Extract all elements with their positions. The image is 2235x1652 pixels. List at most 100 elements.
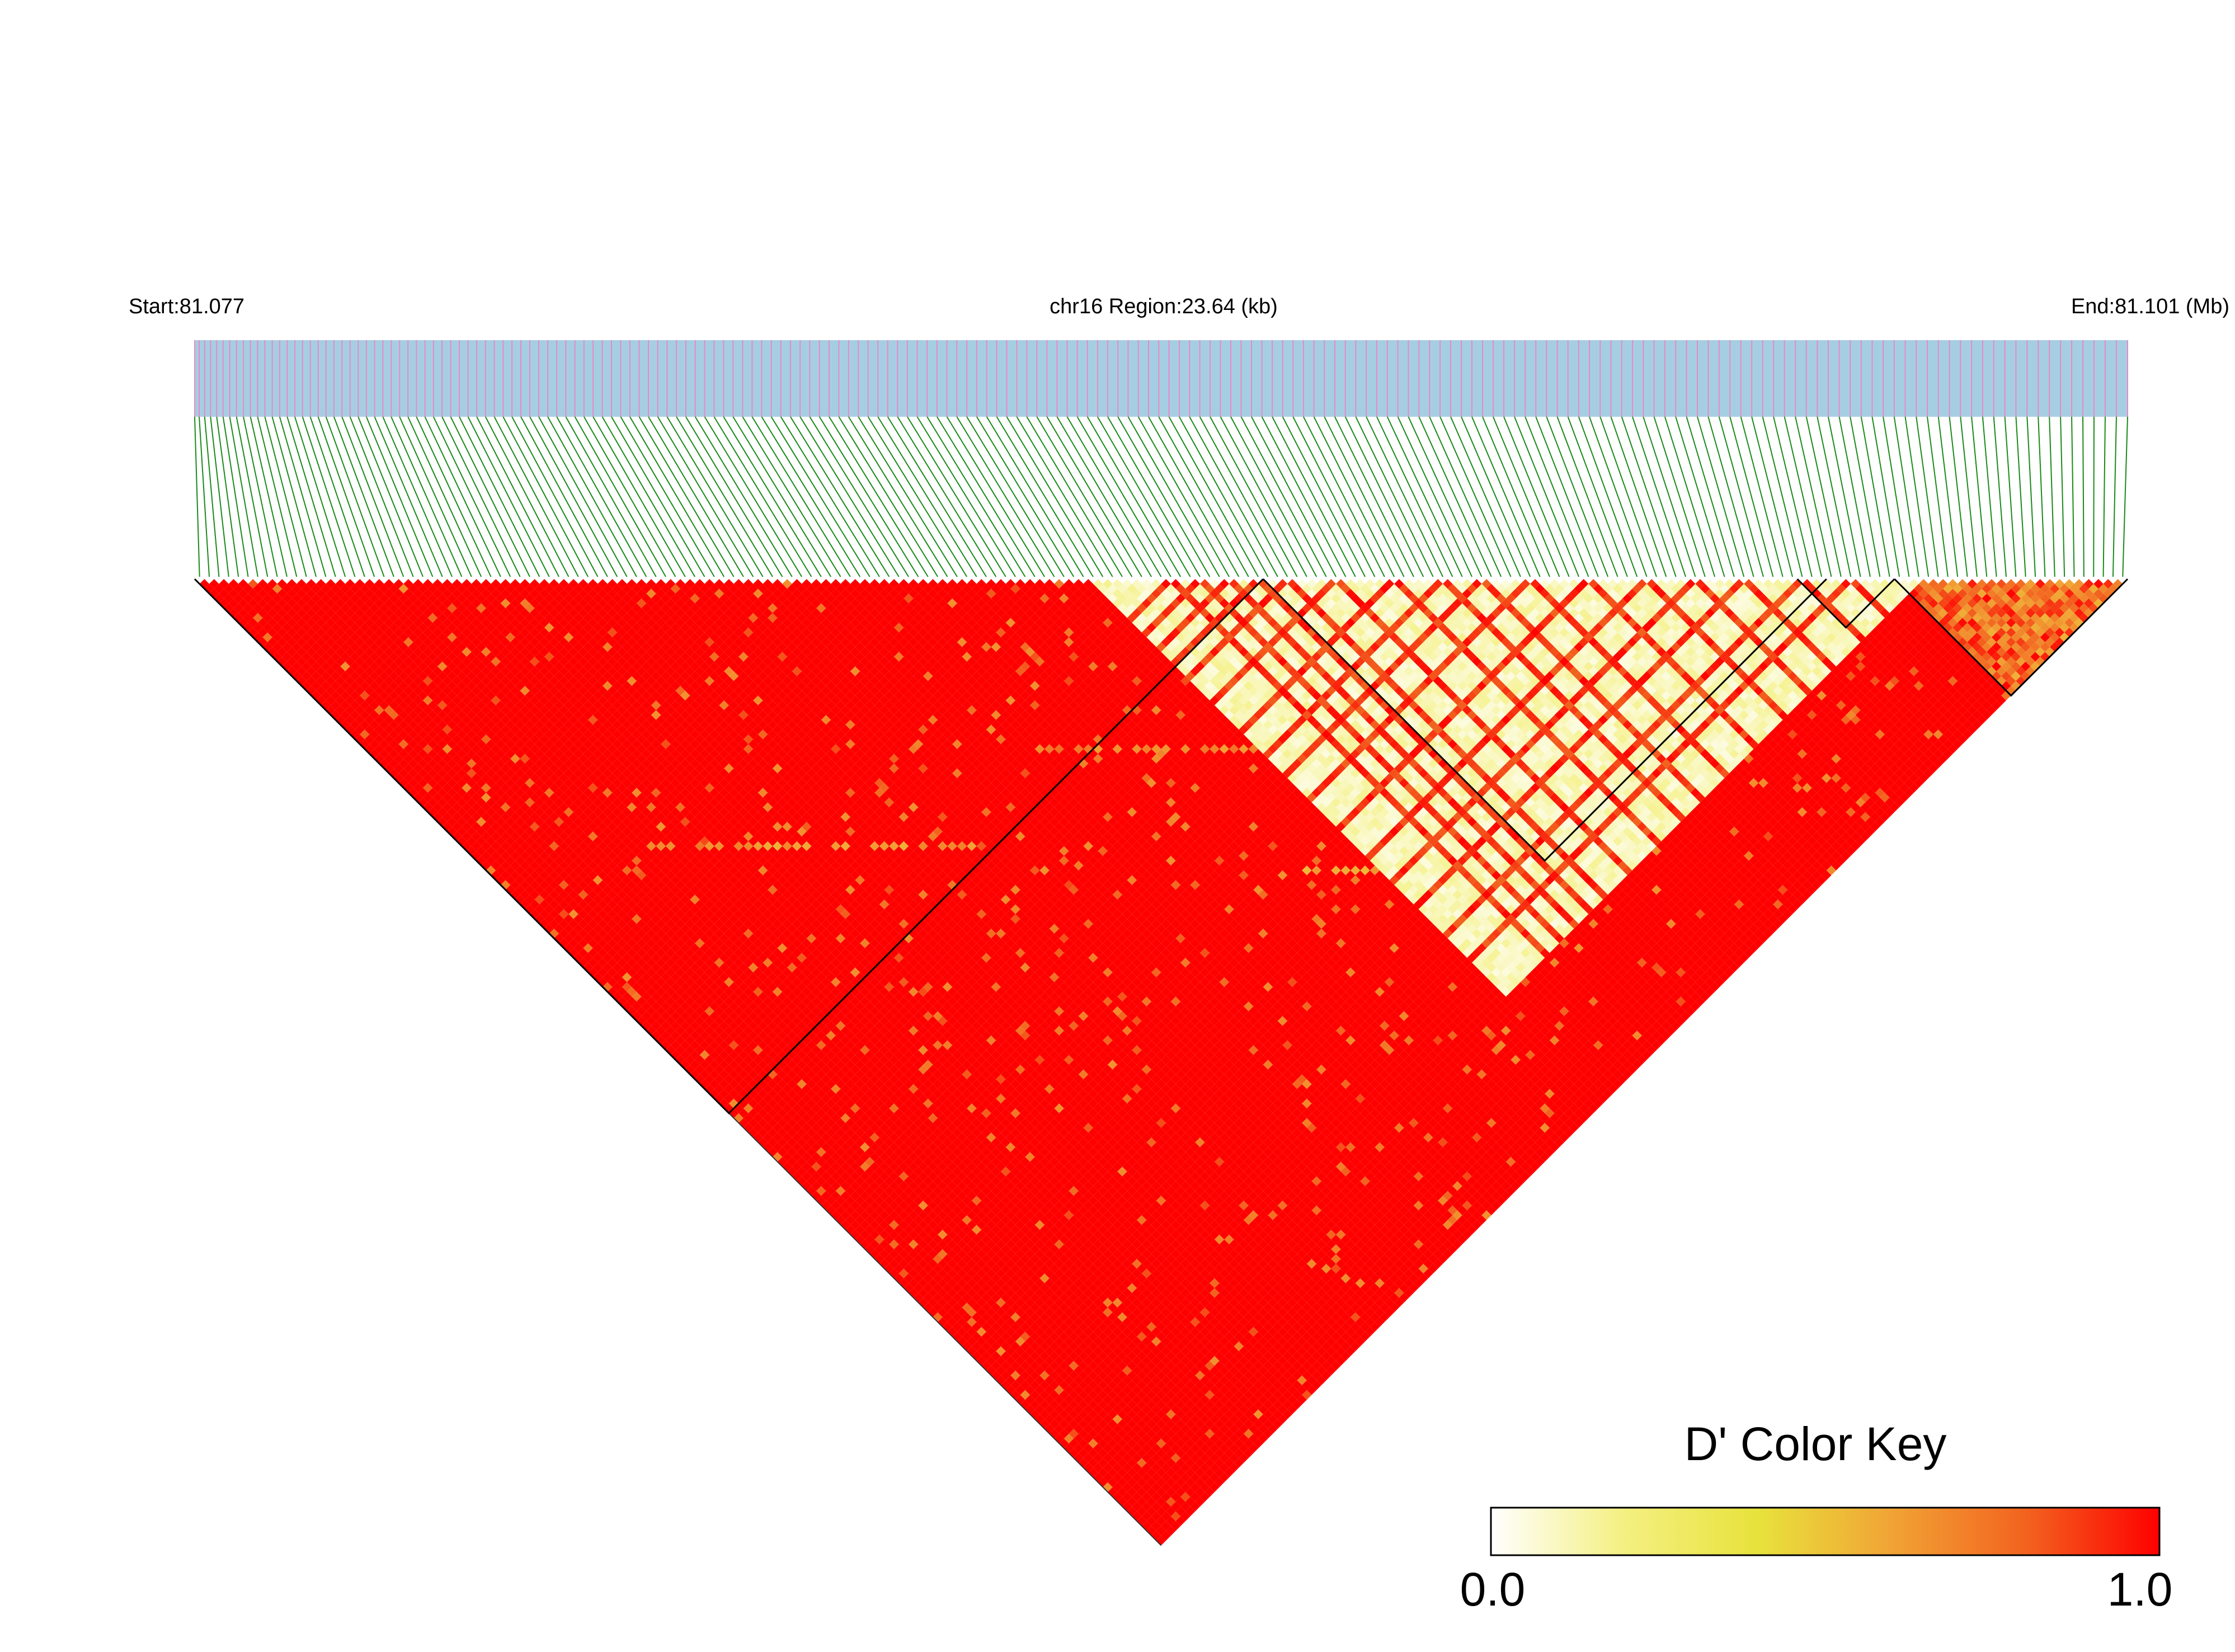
snp-connector: [829, 416, 929, 577]
snp-connector: [333, 416, 394, 577]
snp-connector: [751, 416, 851, 577]
snp-connector: [1982, 416, 1997, 577]
snp-connector: [279, 416, 327, 577]
snp-connector: [317, 416, 375, 577]
snp-connector: [1949, 416, 1968, 577]
snp-connector: [1937, 416, 1959, 577]
snp-connector: [1006, 416, 1104, 577]
snp-position-track: [194, 340, 2128, 417]
snp-connector: [713, 416, 812, 577]
snp-connector: [325, 416, 385, 577]
snp-connector: [1439, 416, 1512, 577]
snp-connector: [529, 416, 618, 577]
snp-connector: [1313, 416, 1395, 577]
snp-connector: [1324, 416, 1405, 577]
snp-connector: [1272, 416, 1356, 577]
snp-connector: [1471, 416, 1541, 577]
snp-connector: [937, 416, 1036, 577]
snp-connector: [1686, 416, 1735, 577]
snp-connector: [770, 416, 871, 577]
ld-cell: [831, 1210, 841, 1220]
snp-connector: [996, 416, 1094, 577]
snp-connector: [685, 416, 783, 577]
snp-connector: [229, 416, 258, 577]
snp-connector: [877, 416, 977, 577]
snp-connector: [467, 416, 550, 577]
snp-connector: [1784, 416, 1823, 577]
snp-connector: [976, 416, 1075, 577]
snp-connector: [1904, 416, 1930, 577]
snp-connector: [1408, 416, 1483, 577]
snp-connector: [459, 416, 540, 577]
snp-connector: [1056, 416, 1152, 577]
snp-connector: [210, 416, 229, 577]
ld-cell: [821, 1201, 831, 1211]
snp-connector: [694, 416, 793, 577]
snp-connector: [1621, 416, 1677, 577]
snp-connector: [484, 416, 570, 577]
ld-cell: [879, 1259, 890, 1269]
snp-connector: [257, 416, 298, 577]
snp-connector: [250, 416, 288, 577]
ld-cell: [918, 1297, 928, 1308]
snp-connector: [1751, 416, 1793, 577]
snp-connector: [1386, 416, 1463, 577]
ld-cell: [773, 1152, 783, 1162]
ld-cell: [1010, 1390, 1020, 1400]
snp-connector: [1883, 416, 1910, 577]
snp-connector: [1220, 416, 1307, 577]
snp-connector: [1893, 416, 1919, 577]
snp-connector: [236, 416, 269, 577]
snp-connector: [1117, 416, 1211, 577]
snp-connector: [799, 416, 900, 577]
snp-connector: [657, 416, 754, 577]
snp-connector: [424, 416, 501, 577]
snp-connector: [565, 416, 657, 577]
snp-connector: [1168, 416, 1259, 577]
snp-connector: [704, 416, 802, 577]
ld-cell: [811, 1190, 821, 1201]
snp-connector: [1292, 416, 1376, 577]
snp-connector: [1397, 416, 1472, 577]
snp-connector: [1610, 416, 1667, 577]
snp-connector: [732, 416, 832, 577]
ld-cell: [1039, 1419, 1050, 1429]
snp-connector: [2004, 416, 2017, 577]
ld-cell: [1020, 1400, 1031, 1410]
snp-connector: [1838, 416, 1871, 577]
ld-cell: [563, 933, 574, 944]
ld-cell: [860, 1239, 870, 1249]
snp-connector: [1036, 416, 1133, 577]
snp-connector: [520, 416, 608, 577]
snp-connector: [858, 416, 958, 577]
ld-cell: [1030, 1409, 1040, 1419]
snp-connector: [2122, 416, 2128, 577]
snp-connector: [1916, 416, 1939, 577]
snp-connector: [1535, 416, 1599, 577]
snp-connector: [780, 416, 880, 577]
snp-connector: [1230, 416, 1318, 577]
ld-cell: [947, 1326, 957, 1337]
region-center-label: chr16 Region:23.64 (kb): [1050, 295, 1278, 318]
snp-connector: [1261, 416, 1347, 577]
snp-connector: [1355, 416, 1434, 577]
snp-connector: [986, 416, 1084, 577]
snp-connector: [1016, 416, 1113, 577]
snp-connector: [1179, 416, 1269, 577]
snp-connector: [1632, 416, 1686, 577]
snp-connector: [1493, 416, 1560, 577]
snp-connector: [1450, 416, 1521, 577]
ld-cell: [938, 1317, 948, 1327]
snp-connector: [1366, 416, 1443, 577]
snp-connector: [502, 416, 589, 577]
snp-connector: [666, 416, 764, 577]
snp-connector: [374, 416, 443, 577]
ld-cell: [1137, 1516, 1147, 1526]
snp-connector: [956, 416, 1055, 577]
snp-connector: [1993, 416, 2007, 577]
snp-connector: [294, 416, 346, 577]
snp-connector: [742, 416, 841, 577]
ld-cell: [549, 919, 559, 929]
snp-connector: [1795, 416, 1832, 577]
ld-cell: [306, 676, 317, 686]
